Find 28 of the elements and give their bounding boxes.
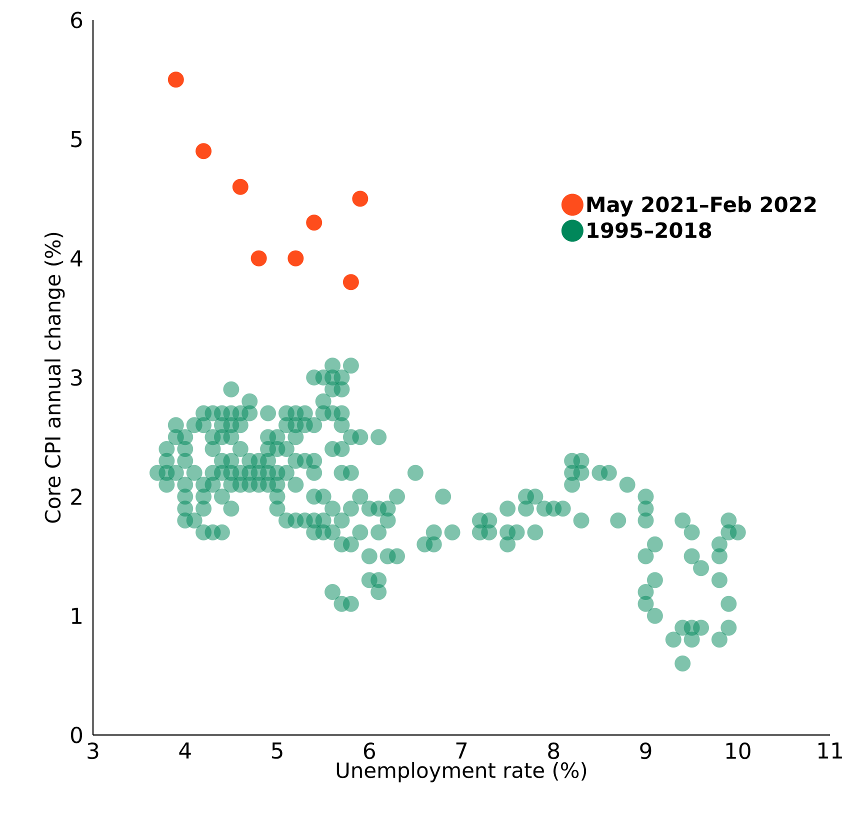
y-tick-label: 6 (71, 12, 82, 28)
legend-label: May 2021–Feb 2022 (587, 196, 816, 217)
x-tick-label: 4 (179, 742, 191, 758)
x-tick-label: 10 (726, 742, 750, 760)
legend-label: 1995–2018 (588, 222, 712, 238)
x-tick-label: 6 (364, 742, 375, 760)
x-tick-label: 9 (640, 742, 652, 760)
point (288, 250, 304, 266)
point (342, 274, 359, 290)
x-tick-label: 7 (456, 742, 467, 758)
point (168, 72, 184, 88)
y-tick-label: 5 (71, 131, 82, 148)
x-tick-label: 5 (272, 742, 282, 759)
y-tick-label: 0 (70, 726, 82, 744)
y-tick-label: 3 (71, 369, 82, 386)
point (250, 250, 267, 266)
x-tick-label: 8 (548, 742, 560, 760)
x-tick-label: 11 (818, 742, 842, 758)
point (196, 143, 212, 160)
y-tick-label: 4 (70, 250, 82, 266)
point (306, 214, 322, 231)
point (232, 178, 248, 195)
x-tick-label: 3 (88, 742, 98, 760)
y-tick-label: 2 (71, 488, 82, 505)
y-axis-title: Core CPI annual change (%) (44, 232, 65, 523)
y-tick-label: 1 (72, 608, 82, 624)
x-axis-title: Unemployment rate (%) (336, 762, 586, 782)
point (352, 190, 368, 207)
